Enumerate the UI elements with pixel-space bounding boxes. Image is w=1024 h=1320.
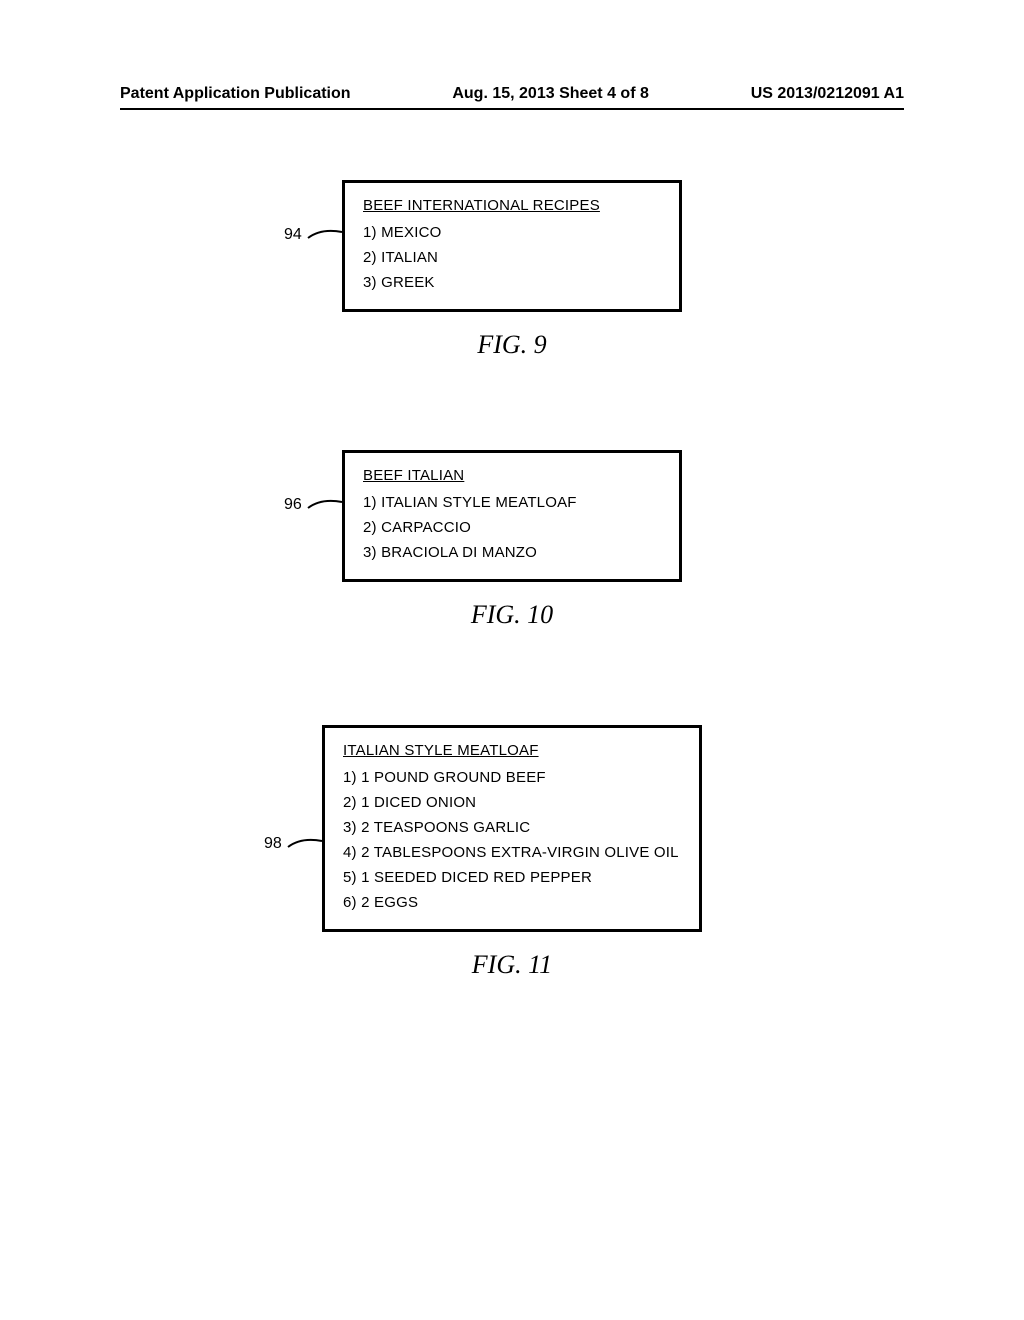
recipe-category-box: BEEF INTERNATIONAL RECIPES 1) MEXICO 2) … xyxy=(342,180,682,312)
list-item: 6) 2 EGGS xyxy=(343,894,681,911)
ref-number-94: 94 xyxy=(284,226,302,244)
leader-line-icon xyxy=(306,224,346,244)
ref-number-96: 96 xyxy=(284,496,302,514)
list-item: 3) 2 TEASPOONS GARLIC xyxy=(343,819,681,836)
box-title: ITALIAN STYLE MEATLOAF xyxy=(343,742,681,759)
ref-number-98: 98 xyxy=(264,835,282,853)
list-item: 5) 1 SEEDED DICED RED PEPPER xyxy=(343,869,681,886)
list-item: 1) ITALIAN STYLE MEATLOAF xyxy=(363,494,661,511)
list-item: 1) 1 POUND GROUND BEEF xyxy=(343,769,681,786)
figure-11: 98 ITALIAN STYLE MEATLOAF 1) 1 POUND GRO… xyxy=(0,725,1024,980)
list-item: 3) GREEK xyxy=(363,274,661,291)
list-item: 3) BRACIOLA DI MANZO xyxy=(363,544,661,561)
list-item: 2) 1 DICED ONION xyxy=(343,794,681,811)
figure-9: 94 BEEF INTERNATIONAL RECIPES 1) MEXICO … xyxy=(0,180,1024,360)
header-rule xyxy=(120,108,904,110)
figure-10: 96 BEEF ITALIAN 1) ITALIAN STYLE MEATLOA… xyxy=(0,450,1024,630)
header-left: Patent Application Publication xyxy=(120,85,351,103)
box-title: BEEF INTERNATIONAL RECIPES xyxy=(363,197,661,214)
figure-caption: FIG. 11 xyxy=(322,950,702,980)
box-title: BEEF ITALIAN xyxy=(363,467,661,484)
leader-line-icon xyxy=(306,494,346,514)
ingredients-box: ITALIAN STYLE MEATLOAF 1) 1 POUND GROUND… xyxy=(322,725,702,932)
page-header: Patent Application Publication Aug. 15, … xyxy=(120,85,904,103)
list-item: 2) ITALIAN xyxy=(363,249,661,266)
leader-line-icon xyxy=(286,833,326,853)
recipe-list-box: BEEF ITALIAN 1) ITALIAN STYLE MEATLOAF 2… xyxy=(342,450,682,582)
list-item: 1) MEXICO xyxy=(363,224,661,241)
header-center: Aug. 15, 2013 Sheet 4 of 8 xyxy=(452,85,649,103)
figure-caption: FIG. 9 xyxy=(342,330,682,360)
list-item: 2) CARPACCIO xyxy=(363,519,661,536)
figure-caption: FIG. 10 xyxy=(342,600,682,630)
list-item: 4) 2 TABLESPOONS EXTRA-VIRGIN OLIVE OIL xyxy=(343,844,681,861)
header-right: US 2013/0212091 A1 xyxy=(751,85,904,103)
